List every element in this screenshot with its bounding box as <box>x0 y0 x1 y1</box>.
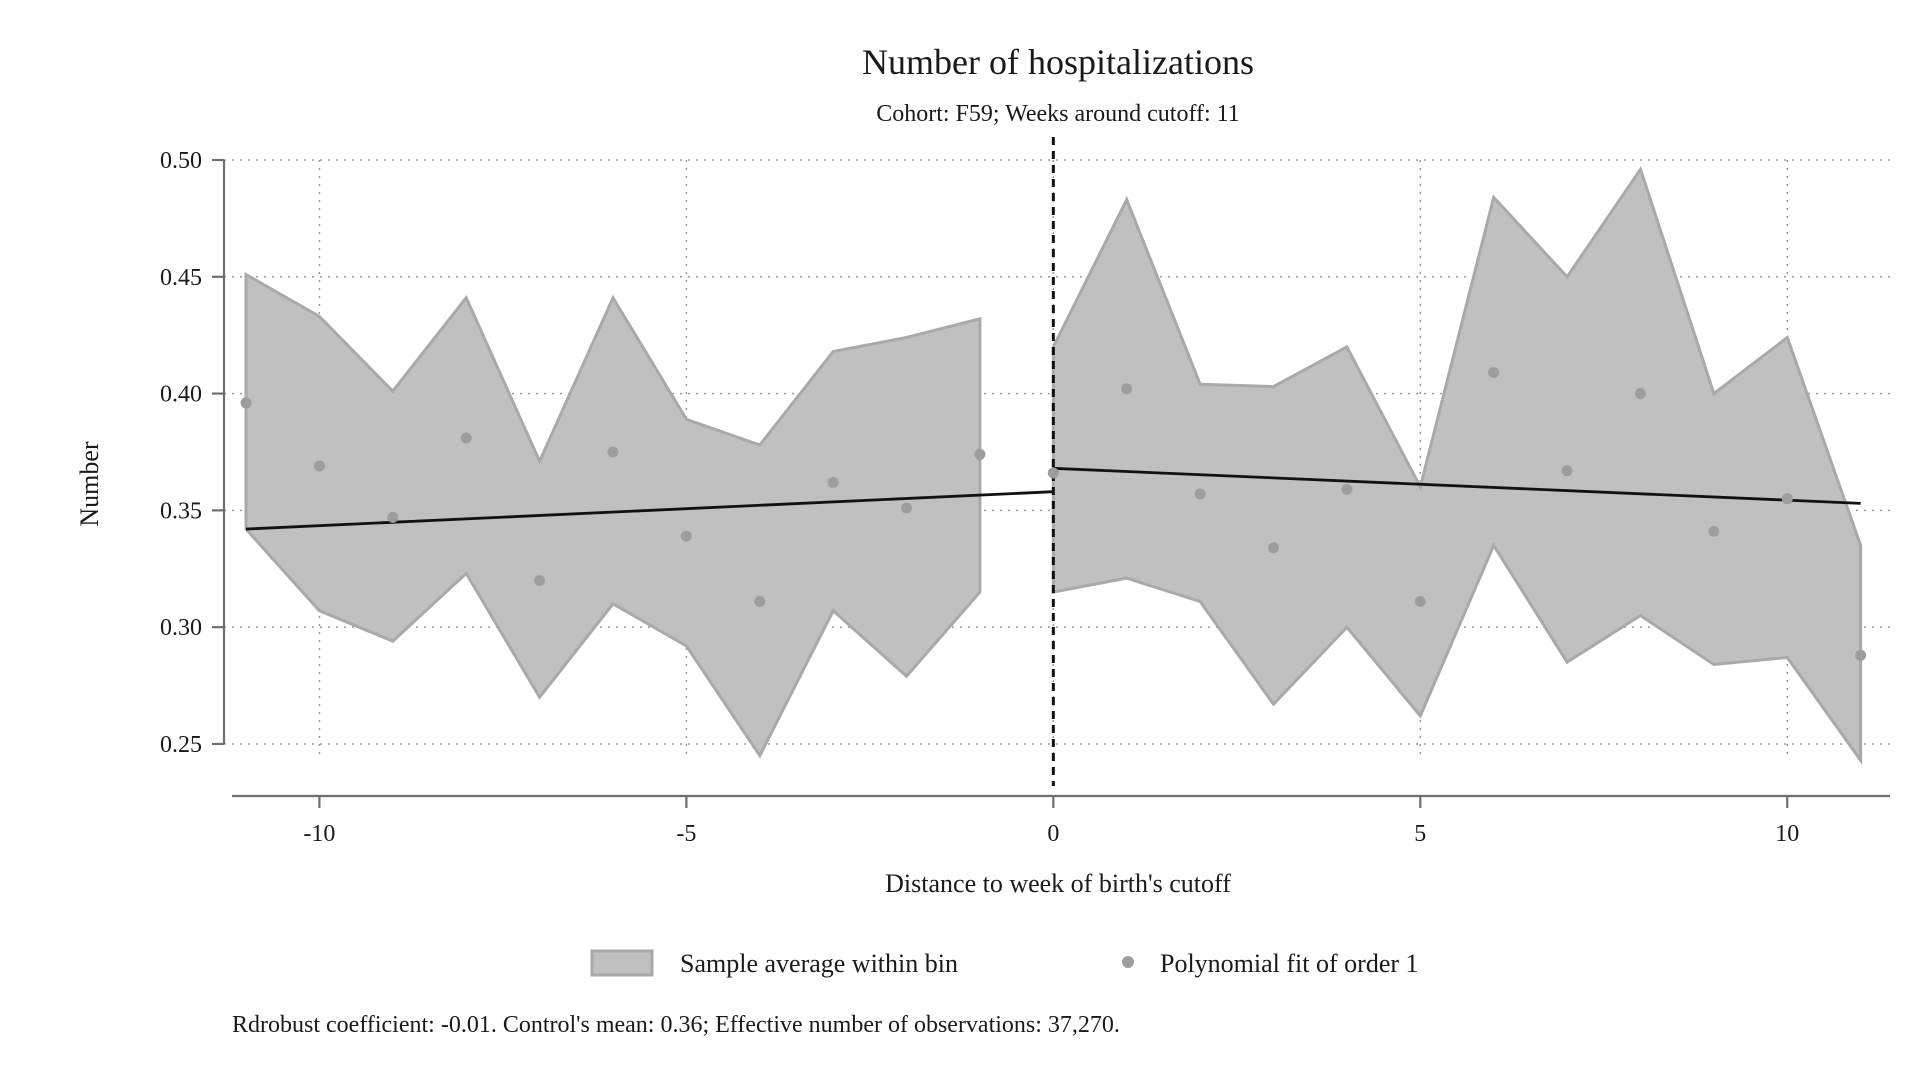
data-point <box>1561 465 1573 477</box>
x-tick-label: 10 <box>1775 821 1799 847</box>
data-point <box>754 595 766 607</box>
data-point <box>974 448 986 460</box>
data-point <box>1488 367 1500 379</box>
x-tick-label: -10 <box>303 821 335 847</box>
data-point <box>1414 595 1426 607</box>
confidence-band-right <box>1051 165 1863 765</box>
data-point <box>387 511 399 523</box>
data-point <box>827 476 839 488</box>
y-tick-label: 0.30 <box>160 615 202 641</box>
chart-subtitle: Cohort: F59; Weeks around cutoff: 11 <box>876 101 1240 127</box>
legend-swatch-band <box>590 949 654 977</box>
data-point <box>607 446 619 458</box>
fit-line-left <box>245 490 1054 531</box>
legend-label-points: Polynomial fit of order 1 <box>1160 949 1419 978</box>
fit-line-right <box>1053 466 1861 505</box>
data-point <box>1268 542 1280 554</box>
data-point <box>1634 388 1646 400</box>
y-tick-label: 0.40 <box>160 382 202 408</box>
chart-title: Number of hospitalizations <box>862 42 1254 82</box>
fit-line-layer <box>245 466 1861 531</box>
data-point <box>460 432 472 444</box>
x-tick-label: 5 <box>1414 821 1426 847</box>
data-point <box>1047 467 1059 479</box>
data-point <box>240 397 252 409</box>
axis-layer: 0.25 0.30 0.35 0.40 0.45 0.50 -10 -5 0 5 10 <box>160 148 1890 847</box>
data-point <box>1855 649 1867 661</box>
data-point <box>1121 383 1133 395</box>
data-point <box>534 574 546 586</box>
data-point <box>313 460 325 472</box>
y-tick-label: 0.45 <box>160 265 202 291</box>
data-point <box>1194 488 1206 500</box>
point-layer <box>240 367 1867 661</box>
data-point <box>680 530 692 542</box>
chart-note: Rdrobust coefficient: -0.01. Control's m… <box>232 1012 1120 1038</box>
x-axis-label: Distance to week of birth's cutoff <box>885 869 1231 898</box>
y-axis-label: Number <box>75 441 104 527</box>
y-tick-label: 0.35 <box>160 498 202 524</box>
legend-marker-points <box>1122 956 1134 968</box>
confidence-band-left <box>244 271 982 759</box>
data-point <box>1781 493 1793 505</box>
legend: Sample average within bin Polynomial fit… <box>590 949 1419 978</box>
legend-label-band: Sample average within bin <box>680 949 958 978</box>
y-tick-label: 0.25 <box>160 732 202 758</box>
x-tick-label: -5 <box>676 821 696 847</box>
data-point <box>901 502 913 514</box>
confidence-band-layer <box>244 165 1863 765</box>
data-point <box>1341 483 1353 495</box>
data-point <box>1708 525 1720 537</box>
x-tick-label: 0 <box>1047 821 1059 847</box>
y-tick-label: 0.50 <box>160 148 202 174</box>
